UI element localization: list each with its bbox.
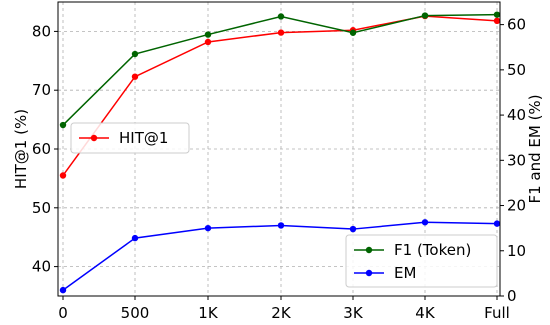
legend-marker [365,246,373,254]
series-hit-1 [59,12,501,179]
data-point-em [131,234,139,242]
data-point-hit-1 [204,38,212,46]
x-tick-label: Full [484,304,510,322]
data-point-em [421,219,429,226]
right-tick-label: 0 [507,287,517,305]
data-point-f1-token [421,12,429,19]
series-layer [59,11,501,294]
legend-bottom-right: F1 (Token) EM [345,234,498,288]
data-point-f1-token [277,13,285,20]
x-tick-label: 500 [121,304,150,322]
x-tick-label: 0 [58,304,68,322]
data-point-em [349,225,357,233]
right-tick-label: 30 [507,151,526,169]
left-tick-label: 80 [32,22,51,40]
right-tick-label: 10 [507,242,526,260]
left-tick-label: 60 [32,140,51,158]
data-point-em [277,222,285,229]
x-tick-label: 3K [343,304,364,322]
data-point-hit-1 [493,17,501,25]
right-tick-label: 40 [507,106,526,124]
data-point-f1-token [131,50,139,58]
data-point-hit-1 [277,29,285,36]
left-tick-label: 70 [32,81,51,99]
data-point-f1-token [204,31,212,38]
data-point-em [493,220,501,227]
data-point-f1-token [493,11,501,18]
right-tick-label: 50 [507,61,526,79]
left-tick-label: 50 [32,199,51,217]
right-tick-label: 20 [507,197,526,215]
legend-box [70,122,190,154]
legend-label: EM [394,264,416,282]
x-tick-label: 4K [415,304,436,322]
legend-box [345,234,498,288]
data-point-em [59,286,67,294]
left-y-axis-title: HIT@1 (%) [12,109,30,189]
right-tick-label: 60 [507,16,526,34]
left-tick-label: 40 [32,258,51,276]
legends: HIT@1 F1 (Token) EM [70,122,498,288]
data-point-f1-token [349,29,357,36]
left-y-axis: 40 50 60 70 80 [32,22,58,276]
data-point-f1-token [59,121,67,129]
data-point-hit-1 [59,172,67,179]
x-axis: 0 500 1K 2K 3K 4K Full [58,296,510,322]
x-tick-label: 2K [271,304,292,322]
legend-center-left: HIT@1 [70,122,190,154]
series-em [59,219,501,294]
data-point-em [204,224,212,232]
x-tick-label: 1K [198,304,219,322]
data-point-hit-1 [131,73,139,80]
legend-label: F1 (Token) [394,241,471,259]
legend-label: HIT@1 [119,129,168,147]
right-y-axis-title: F1 and EM (%) [526,94,544,203]
legend-marker [90,134,98,142]
right-y-axis: 0 10 20 30 40 50 60 [500,16,526,305]
legend-marker [365,269,373,277]
series-f1-token [59,11,501,129]
